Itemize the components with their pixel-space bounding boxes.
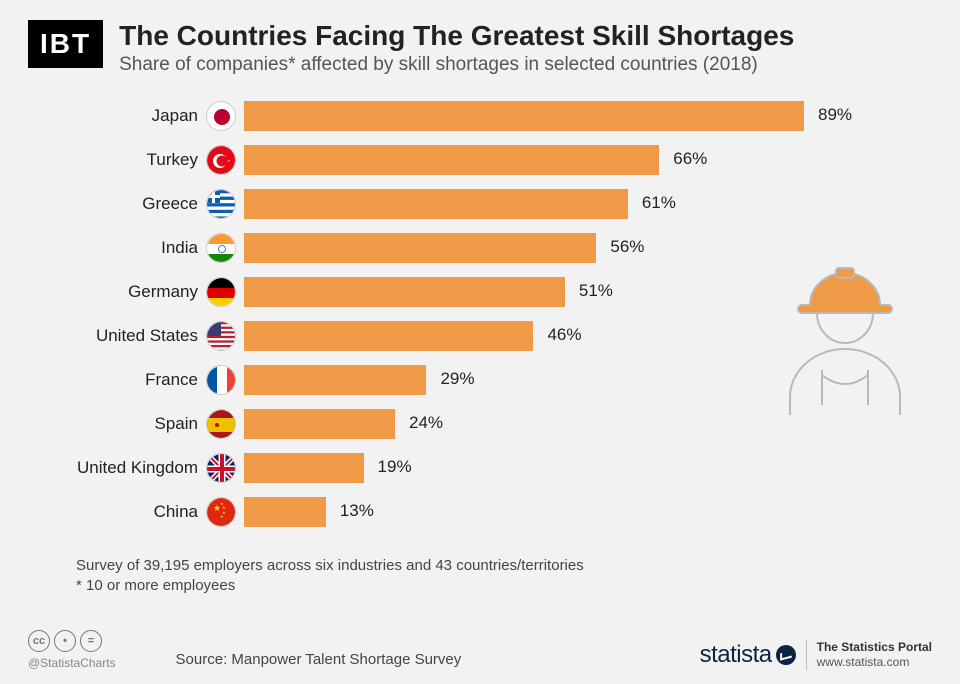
bar [244, 189, 628, 219]
chart-row: Turkey 66% [76, 138, 932, 182]
india-flag-icon [206, 233, 236, 263]
bar [244, 101, 804, 131]
country-label: Turkey [76, 150, 206, 170]
bar-track: 29% [244, 365, 804, 395]
country-label: Japan [76, 106, 206, 126]
title-block: The Countries Facing The Greatest Skill … [119, 20, 932, 76]
portal-url: www.statista.com [817, 655, 932, 670]
subtitle: Share of companies* affected by skill sh… [119, 54, 932, 76]
statista-wordmark: statista [700, 641, 772, 669]
by-icon: • [54, 630, 76, 652]
country-label: United States [76, 326, 206, 346]
japan-flag-icon [206, 101, 236, 131]
footer-right: statista The Statistics Portal www.stati… [700, 640, 932, 670]
bar-value: 66% [673, 149, 707, 169]
country-label: Germany [76, 282, 206, 302]
france-flag-icon [206, 365, 236, 395]
svg-text:★: ★ [220, 514, 224, 519]
chart-row: China★★★★★ 13% [76, 490, 932, 534]
twitter-handle: @StatistaCharts [28, 656, 116, 670]
country-label: China [76, 502, 206, 522]
bar-value: 24% [409, 413, 443, 433]
bar-value: 51% [579, 281, 613, 301]
statista-logo: statista [700, 641, 796, 669]
bar-value: 61% [642, 193, 676, 213]
bar [244, 277, 565, 307]
nd-icon: = [80, 630, 102, 652]
statista-tagline: The Statistics Portal www.statista.com [806, 640, 932, 670]
bar-value: 46% [547, 325, 581, 345]
ibt-logo: IBT [28, 20, 103, 68]
spain-flag-icon [206, 409, 236, 439]
bar [244, 233, 596, 263]
bar [244, 145, 659, 175]
cc-icon: cc [28, 630, 50, 652]
usa-flag-icon [206, 321, 236, 351]
bar-track: 24% [244, 409, 804, 439]
germany-flag-icon [206, 277, 236, 307]
bar-track: 66% [244, 145, 804, 175]
bar-value: 13% [340, 501, 374, 521]
bar-value: 89% [818, 105, 852, 125]
country-label: Spain [76, 414, 206, 434]
survey-line-2: * 10 or more employees [76, 576, 932, 596]
bar-track: 13% [244, 497, 804, 527]
bar-track: 46% [244, 321, 804, 351]
uk-flag-icon [206, 453, 236, 483]
bar-track: 19% [244, 453, 804, 483]
chart-row: Greece 61% [76, 182, 932, 226]
worker-icon [770, 240, 920, 430]
chart-row: Japan 89% [76, 94, 932, 138]
bar [244, 409, 395, 439]
survey-line-1: Survey of 39,195 employers across six in… [76, 556, 932, 576]
bar-value: 56% [610, 237, 644, 257]
source-text: Source: Manpower Talent Shortage Survey [176, 651, 700, 668]
country-label: India [76, 238, 206, 258]
bar [244, 497, 326, 527]
country-label: France [76, 370, 206, 390]
bar [244, 321, 533, 351]
main-title: The Countries Facing The Greatest Skill … [119, 20, 932, 52]
bar-track: 61% [244, 189, 804, 219]
bar-value: 29% [440, 369, 474, 389]
bar-track: 51% [244, 277, 804, 307]
greece-flag-icon [206, 189, 236, 219]
bar [244, 453, 364, 483]
infographic-container: IBT The Countries Facing The Greatest Sk… [0, 0, 960, 684]
country-label: Greece [76, 194, 206, 214]
turkey-flag-icon [206, 145, 236, 175]
bar [244, 365, 426, 395]
china-flag-icon: ★★★★★ [206, 497, 236, 527]
footer: cc • = @StatistaCharts Source: Manpower … [28, 630, 932, 670]
bar-value: 19% [378, 457, 412, 477]
portal-text: The Statistics Portal [817, 640, 932, 655]
country-label: United Kingdom [76, 458, 206, 478]
survey-note: Survey of 39,195 employers across six in… [76, 556, 932, 597]
footer-left: cc • = @StatistaCharts [28, 630, 116, 670]
bar-track: 89% [244, 101, 804, 131]
bar-track: 56% [244, 233, 804, 263]
header: IBT The Countries Facing The Greatest Sk… [28, 20, 932, 76]
statista-mark-icon [776, 645, 796, 665]
cc-license-icons: cc • = [28, 630, 116, 652]
chart-row: United Kingdom 19% [76, 446, 932, 490]
